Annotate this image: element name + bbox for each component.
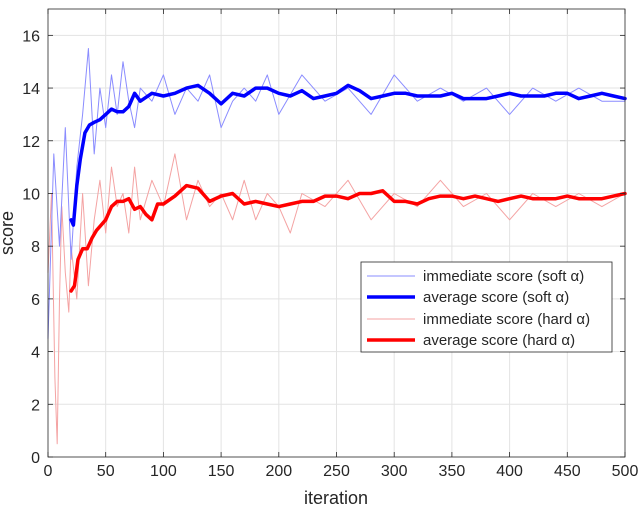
- series-layer: [47, 48, 627, 445]
- y-tick-label: 10: [22, 186, 40, 203]
- legend: immediate score (soft α) average score (s…: [360, 261, 613, 353]
- legend-entry-label: average score (hard α): [423, 332, 575, 349]
- series-line-1: [69, 83, 627, 227]
- y-tick-label: 12: [22, 134, 40, 151]
- x-tick-label: 200: [265, 463, 292, 480]
- y-tick-label: 6: [31, 292, 40, 309]
- legend-box: [360, 261, 613, 353]
- x-tick-label: 150: [208, 463, 235, 480]
- legend-entry-label: immediate score (hard α): [423, 311, 590, 328]
- legend-entry-label: immediate score (soft α): [423, 268, 584, 285]
- y-tick-label: 2: [31, 397, 40, 414]
- y-axis-label: score: [0, 211, 17, 255]
- x-tick-label: 400: [496, 463, 523, 480]
- y-tick-label: 14: [22, 81, 40, 98]
- y-tick-label: 0: [31, 450, 40, 467]
- x-tick-label: 450: [554, 463, 581, 480]
- y-tick-label: 16: [22, 28, 40, 45]
- axis-ticks: 0 50 100 150 200 250 300 350 400 450 500 0 2 4 6 8 10 12 1…: [22, 9, 638, 480]
- series-line-2: [47, 153, 626, 445]
- x-tick-label: 0: [44, 463, 53, 480]
- x-tick-label: 500: [612, 463, 639, 480]
- legend-entry-label: average score (soft α): [423, 289, 569, 306]
- y-tick-label: 8: [31, 239, 40, 256]
- x-tick-label: 300: [381, 463, 408, 480]
- x-tick-label: 250: [323, 463, 350, 480]
- y-tick-label: 4: [31, 345, 40, 362]
- x-axis-label: iteration: [304, 488, 368, 508]
- x-tick-label: 100: [150, 463, 177, 480]
- series-line-3: [69, 183, 627, 293]
- x-tick-label: 50: [97, 463, 115, 480]
- x-tick-label: 350: [439, 463, 466, 480]
